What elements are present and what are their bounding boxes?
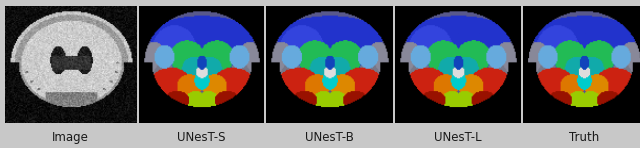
Text: Truth: Truth [568,131,599,144]
Text: UNesT-S: UNesT-S [177,131,225,144]
Text: UNesT-L: UNesT-L [434,131,481,144]
Text: Image: Image [52,131,89,144]
Text: UNesT-B: UNesT-B [305,131,354,144]
